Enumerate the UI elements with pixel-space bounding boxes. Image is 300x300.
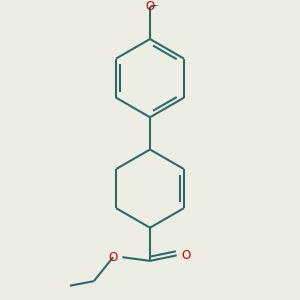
Text: O: O bbox=[109, 251, 118, 264]
Text: O: O bbox=[146, 0, 154, 13]
Text: O: O bbox=[181, 249, 190, 262]
